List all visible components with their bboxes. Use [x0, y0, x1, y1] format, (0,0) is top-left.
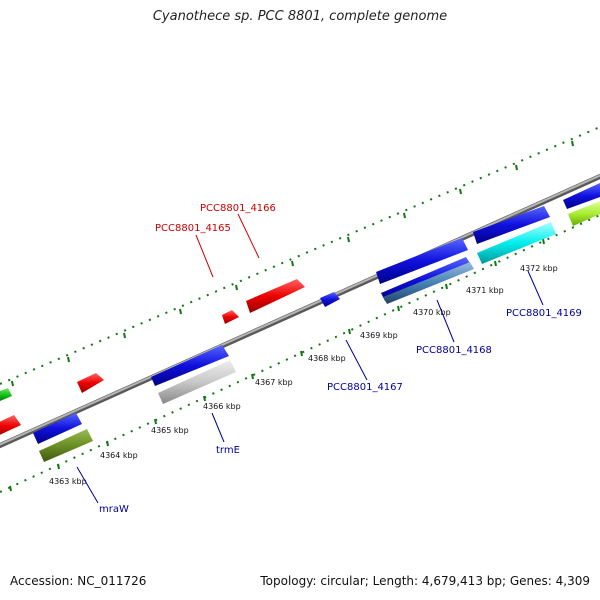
gene-arrow[interactable]: [33, 413, 82, 444]
gene-label-pcc8801-4165[interactable]: PCC8801_4165: [155, 223, 231, 234]
gene-arrow[interactable]: [376, 238, 468, 284]
kbp-label: 4367 kbp: [255, 378, 293, 387]
gene-label-pcc8801-4167[interactable]: PCC8801_4167: [327, 382, 403, 393]
gene-arrow-mraw[interactable]: [39, 429, 93, 462]
gene-arrow[interactable]: [473, 206, 550, 244]
forward-genes: [0, 183, 600, 403]
gene-label-mraw[interactable]: mraW: [99, 504, 129, 515]
upper-tick-ruler: [0, 126, 600, 385]
kbp-label: 4371 kbp: [466, 286, 504, 295]
gene-arrow[interactable]: [563, 183, 600, 209]
gene-arrow-pcc8801-4167[interactable]: [320, 292, 340, 307]
gene-arrow[interactable]: [151, 345, 229, 386]
gene-arrow[interactable]: [0, 388, 12, 403]
gene-label-pcc8801-4166[interactable]: PCC8801_4166: [200, 203, 276, 214]
kbp-label: 4366 kbp: [203, 402, 241, 411]
kbp-label: 4368 kbp: [308, 354, 346, 363]
kbp-labels: 4363 kbp 4364 kbp 4365 kbp 4366 kbp 4367…: [49, 264, 558, 486]
gene-arrow[interactable]: [77, 373, 104, 393]
gene-label-pcc8801-4169[interactable]: PCC8801_4169: [506, 308, 582, 319]
genome-summary: Topology: circular; Length: 4,679,413 bp…: [260, 574, 590, 588]
gene-label-trme[interactable]: trmE: [216, 445, 240, 456]
kbp-label: 4369 kbp: [360, 331, 398, 340]
gene-arrow[interactable]: [383, 262, 474, 304]
kbp-label: 4364 kbp: [100, 451, 138, 460]
reverse-genes: [0, 201, 600, 462]
gene-arrow-pcc8801-4165[interactable]: [222, 310, 239, 324]
gene-labels: PCC8801_4166 PCC8801_4165 PCC8801_4169 P…: [99, 203, 582, 515]
leader-lines: [76, 213, 544, 504]
major-ticks: [9, 140, 574, 492]
accession-label: Accession: NC_011726: [10, 574, 147, 588]
gene-arrow-pcc8801-4166[interactable]: [246, 279, 305, 313]
kbp-label: 4363 kbp: [49, 477, 87, 486]
kbp-label: 4365 kbp: [151, 426, 189, 435]
gene-arrow[interactable]: [568, 201, 600, 226]
gene-arrow-trme[interactable]: [158, 360, 236, 404]
gene-arrow[interactable]: [0, 415, 21, 437]
lower-tick-ruler: [0, 214, 600, 493]
gene-arrow-pcc8801-4169[interactable]: [477, 222, 556, 264]
genome-title: Cyanothece sp. PCC 8801, complete genome: [152, 9, 448, 24]
kbp-label: 4372 kbp: [520, 264, 558, 273]
genome-backbone: [0, 173, 600, 449]
gene-label-pcc8801-4168[interactable]: PCC8801_4168: [416, 345, 492, 356]
kbp-label: 4370 kbp: [413, 308, 451, 317]
